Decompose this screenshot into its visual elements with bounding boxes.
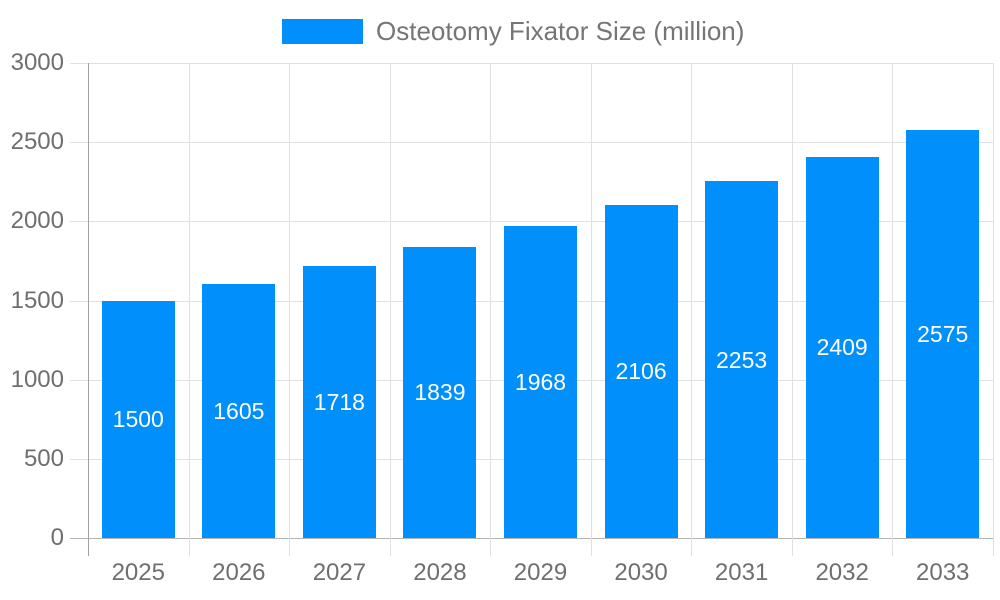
- x-gridline: [289, 63, 291, 538]
- x-gridline: [188, 63, 190, 538]
- x-tick-mark: [490, 538, 492, 556]
- x-tick-label: 2030: [614, 559, 668, 586]
- y-gridline: [88, 142, 993, 144]
- x-tick-label: 2031: [714, 559, 769, 586]
- y-tick-mark: [70, 63, 88, 64]
- x-tick-label: 2029: [513, 559, 568, 586]
- bar-value-label: 1718: [313, 388, 365, 415]
- bar-value-label: 2253: [716, 346, 768, 373]
- bar-value-label: 1839: [414, 379, 466, 406]
- y-tick-label: 2500: [10, 128, 64, 156]
- x-tick-mark: [389, 538, 391, 556]
- y-tick-mark: [70, 221, 88, 223]
- legend-label: Osteotomy Fixator Size (million): [376, 16, 745, 46]
- x-tick-label: 2026: [212, 559, 266, 586]
- y-tick-label: 500: [23, 444, 64, 472]
- x-gridline: [892, 63, 894, 538]
- y-tick-label: 1500: [10, 286, 64, 314]
- x-tick-label: 2028: [413, 559, 467, 586]
- bar-value-label: 2575: [917, 321, 969, 348]
- legend-swatch: [282, 18, 363, 44]
- y-tick-mark: [70, 458, 88, 460]
- bar-value-label: 2409: [816, 334, 868, 361]
- x-tick-mark: [691, 538, 693, 556]
- x-tick-mark: [993, 538, 994, 556]
- y-axis-line: [88, 63, 89, 556]
- y-tick-mark: [70, 538, 88, 539]
- bar-value-label: 1968: [514, 369, 567, 396]
- bar-2032[interactable]: [805, 156, 879, 538]
- x-tick-label: 2025: [111, 559, 165, 586]
- legend-item[interactable]: Osteotomy Fixator Size (million): [282, 18, 744, 44]
- bar-2033[interactable]: [906, 130, 980, 538]
- x-tick-label: 2032: [815, 559, 869, 586]
- y-tick-label: 0: [50, 524, 64, 551]
- bar-2029[interactable]: [504, 226, 577, 538]
- bar-2028[interactable]: [403, 246, 477, 538]
- x-axis-baseline: [88, 538, 993, 539]
- x-gridline: [791, 63, 793, 538]
- y-gridline: [88, 221, 993, 223]
- y-tick-label: 3000: [10, 49, 64, 76]
- x-tick-mark: [188, 538, 190, 556]
- bar-value-label: 1605: [213, 397, 265, 424]
- y-tick-mark: [70, 300, 88, 302]
- x-tick-mark: [590, 538, 592, 556]
- x-gridline: [389, 63, 391, 538]
- bar-2026[interactable]: [202, 283, 276, 538]
- x-gridline: [691, 63, 693, 538]
- x-tick-label: 2033: [916, 559, 970, 586]
- x-tick-mark: [791, 538, 793, 556]
- y-tick-label: 2000: [10, 207, 64, 235]
- x-gridline: [590, 63, 592, 538]
- y-gridline: [88, 63, 993, 64]
- y-tick-label: 1000: [10, 365, 64, 393]
- x-tick-mark: [892, 538, 894, 556]
- bar-value-label: 1500: [112, 406, 164, 433]
- bar-2031[interactable]: [705, 181, 779, 538]
- x-tick-mark: [289, 538, 291, 556]
- y-tick-mark: [70, 142, 88, 144]
- bar-2025[interactable]: [101, 300, 175, 538]
- x-tick-label: 2027: [312, 559, 367, 586]
- y-tick-mark: [70, 379, 88, 381]
- bar-2030[interactable]: [604, 204, 678, 538]
- bar-2027[interactable]: [302, 265, 376, 538]
- bar-value-label: 2106: [615, 358, 667, 385]
- x-gridline: [993, 63, 994, 538]
- x-gridline: [490, 63, 492, 538]
